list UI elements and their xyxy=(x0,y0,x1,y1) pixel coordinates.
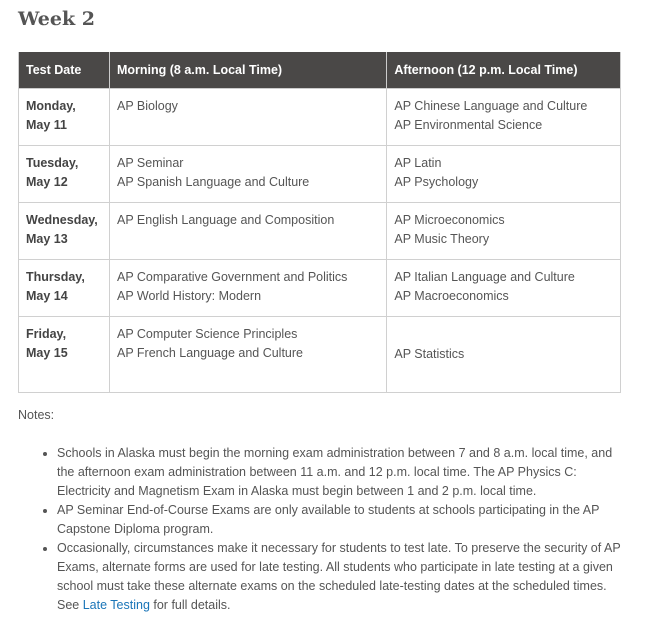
morning-cell-line: AP Comparative Government and Politics xyxy=(116,270,348,284)
table-row: Tuesday, May 12 AP Seminar AP Spanish Langu… xyxy=(18,145,621,203)
afternoon-cell-line: AP Music Theory xyxy=(394,232,490,246)
header-test-date: Test Date xyxy=(18,52,110,89)
afternoon-cell: AP Microeconomics AP Music Theory xyxy=(386,202,621,260)
morning-cell-line: AP Biology xyxy=(116,99,178,113)
morning-cell: AP English Language and Composition xyxy=(108,202,388,260)
afternoon-cell: AP Statistics xyxy=(386,316,621,393)
test-date-cell-line: Monday, xyxy=(26,99,76,113)
morning-cell-line: AP English Language and Composition xyxy=(116,213,335,227)
test-date-cell-line: Friday, xyxy=(26,327,67,341)
test-date-cell: Monday, May 11 xyxy=(18,88,110,146)
note-item: AP Seminar End-of-Course Exams are only … xyxy=(57,501,624,539)
test-date-cell: Friday, May 15 xyxy=(18,316,110,393)
morning-cell: AP Seminar AP Spanish Language and Cultur… xyxy=(108,145,388,203)
schedule-table: Test Date Morning (8 a.m. Local Time) Af… xyxy=(18,52,621,393)
afternoon-cell-line: AP Environmental Science xyxy=(394,118,543,132)
afternoon-cell: AP Chinese Language and Culture AP Enviro… xyxy=(386,88,621,146)
morning-cell-line: AP French Language and Culture xyxy=(116,346,303,360)
afternoon-cell-line: AP Statistics xyxy=(394,347,465,361)
morning-cell: AP Biology xyxy=(108,88,388,146)
test-date-cell-line: Wednesday, xyxy=(26,213,98,227)
afternoon-cell-line: AP Microeconomics xyxy=(394,213,505,227)
test-date-cell-line: Tuesday, xyxy=(26,156,79,170)
table-header-row: Test Date Morning (8 a.m. Local Time) Af… xyxy=(18,52,621,89)
afternoon-cell: AP Latin AP Psychology xyxy=(386,145,621,203)
morning-cell: AP Computer Science Principles AP French … xyxy=(108,316,388,393)
test-date-cell-line: May 13 xyxy=(26,232,68,246)
test-date-cell: Thursday, May 14 xyxy=(18,259,110,317)
morning-cell-line: AP Computer Science Principles xyxy=(116,327,298,341)
note-item: Occasionally, circumstances make it nece… xyxy=(57,539,624,615)
page-heading: Week 2 xyxy=(18,8,95,30)
table-row: Thursday, May 14 AP Comparative Government… xyxy=(18,259,621,317)
afternoon-cell-line: AP Chinese Language and Culture xyxy=(394,99,588,113)
table-row: Wednesday, May 13 AP English Language and … xyxy=(18,202,621,260)
note-text: Occasionally, circumstances make it nece… xyxy=(57,541,621,612)
afternoon-cell-line: AP Latin xyxy=(394,156,442,170)
header-morning: Morning (8 a.m. Local Time) xyxy=(108,52,388,89)
notes-list: Schools in Alaska must begin the morning… xyxy=(18,444,624,615)
test-date-cell: Tuesday, May 12 xyxy=(18,145,110,203)
test-date-cell-line: May 15 xyxy=(26,346,68,360)
morning-cell-line: AP Spanish Language and Culture xyxy=(116,175,310,189)
test-date-cell: Wednesday, May 13 xyxy=(18,202,110,260)
morning-cell-line: AP World History: Modern xyxy=(116,289,262,303)
test-date-cell-line: May 11 xyxy=(26,118,68,132)
morning-cell: AP Comparative Government and Politics AP… xyxy=(108,259,388,317)
afternoon-cell-line: AP Macroeconomics xyxy=(394,289,509,303)
morning-cell-line: AP Seminar xyxy=(116,156,184,170)
test-date-cell-line: May 14 xyxy=(26,289,68,303)
test-date-cell-line: May 12 xyxy=(26,175,68,189)
afternoon-cell-line: AP Italian Language and Culture xyxy=(394,270,575,284)
table-row: Friday, May 15 AP Computer Science Princip… xyxy=(18,316,621,393)
note-text: for full details. xyxy=(149,598,231,612)
test-date-cell-line: Thursday, xyxy=(26,270,85,284)
note-item: Schools in Alaska must begin the morning… xyxy=(57,444,624,501)
notes-label: Notes: xyxy=(18,408,55,422)
afternoon-cell: AP Italian Language and Culture AP Macroe… xyxy=(386,259,621,317)
table-row: Monday, May 11 AP Biology AP Chinese Langua… xyxy=(18,88,621,146)
header-afternoon: Afternoon (12 p.m. Local Time) xyxy=(386,52,621,89)
late-testing-link[interactable]: Late Testing xyxy=(82,598,150,612)
afternoon-cell-line: AP Psychology xyxy=(394,175,479,189)
